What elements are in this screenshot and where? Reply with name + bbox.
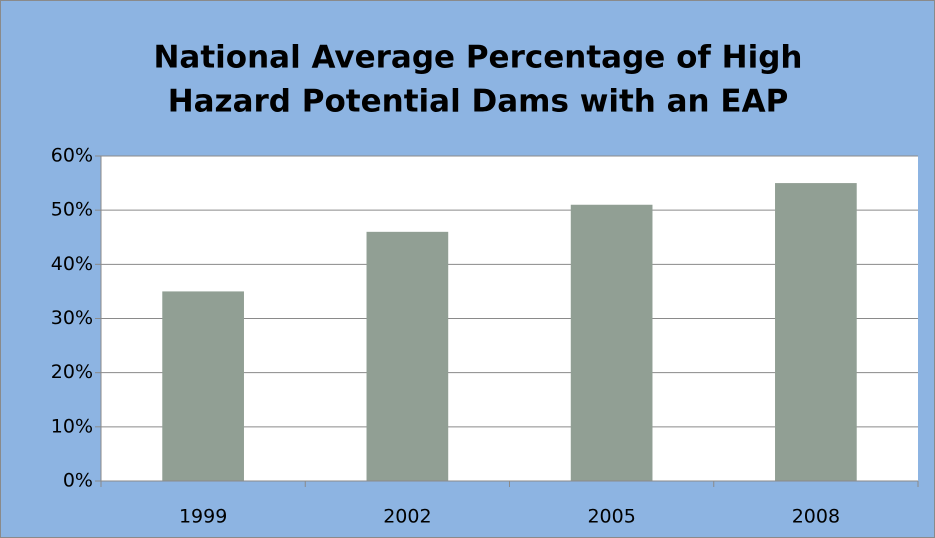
y-tick-label: 30% xyxy=(51,307,93,329)
y-tick-label: 60% xyxy=(51,145,93,167)
y-tick-label: 10% xyxy=(51,415,93,437)
x-tick-label: 2008 xyxy=(792,506,840,528)
y-tick-label: 50% xyxy=(51,199,93,221)
bar xyxy=(775,183,857,482)
x-tick-label: 2005 xyxy=(587,506,635,528)
y-tick-label: 0% xyxy=(63,470,93,492)
bar xyxy=(162,291,244,481)
chart-title: National Average Percentage of High xyxy=(153,40,802,76)
bar xyxy=(570,204,653,481)
bar xyxy=(366,231,449,481)
chart-title: Hazard Potential Dams with an EAP xyxy=(168,84,789,120)
y-tick-label: 40% xyxy=(51,253,93,275)
y-tick-label: 20% xyxy=(51,361,93,383)
x-tick-label: 1999 xyxy=(179,506,227,528)
x-tick-label: 2002 xyxy=(383,506,431,528)
